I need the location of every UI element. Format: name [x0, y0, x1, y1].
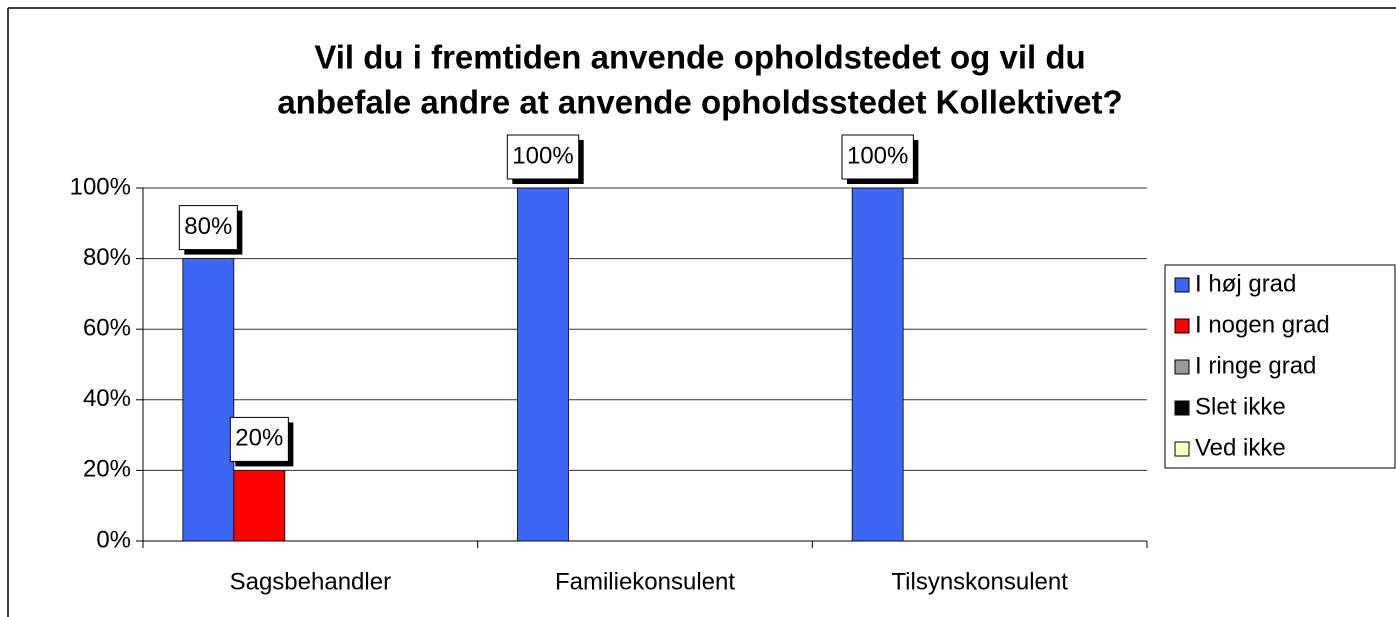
legend-swatch — [1174, 318, 1190, 334]
y-tick-label: 60% — [83, 315, 131, 342]
bar — [233, 469, 286, 542]
legend-label: Slet ikke — [1195, 393, 1286, 420]
data-label-box — [178, 205, 238, 251]
y-tick-label: 40% — [83, 385, 131, 412]
data-label: 20% — [235, 425, 283, 452]
y-tick-label: 20% — [83, 456, 131, 483]
data-label-box — [229, 416, 289, 462]
legend-label: I høj grad — [1195, 270, 1296, 297]
data-label-box — [506, 134, 580, 180]
y-tick-label: 100% — [70, 173, 131, 200]
data-label: 80% — [184, 213, 232, 240]
bar — [182, 258, 235, 542]
chart-title: Vil du i fremtiden anvende opholdstedet … — [314, 39, 1085, 76]
y-tick-label: 0% — [96, 526, 131, 553]
y-tick-label: 80% — [83, 244, 131, 271]
bar — [851, 187, 904, 542]
legend-swatch — [1174, 277, 1190, 293]
legend-box — [1164, 264, 1396, 469]
data-label: 100% — [847, 142, 908, 169]
bar — [517, 187, 569, 542]
legend-swatch — [1174, 441, 1190, 457]
data-label: 100% — [512, 142, 573, 169]
legend-label: Ved ikke — [1195, 434, 1286, 461]
chart-title: anbefale andre at anvende opholdsstedet … — [277, 84, 1122, 121]
legend-label: I ringe grad — [1195, 352, 1316, 379]
x-tick-label: Familiekonsulent — [555, 568, 735, 595]
legend-swatch — [1174, 400, 1190, 416]
x-tick-label: Sagsbehandler — [230, 568, 391, 595]
x-tick-label: Tilsynskonsulent — [891, 568, 1068, 595]
legend-swatch — [1174, 359, 1190, 375]
legend-label: I nogen grad — [1195, 311, 1330, 338]
data-label-box — [841, 134, 914, 180]
